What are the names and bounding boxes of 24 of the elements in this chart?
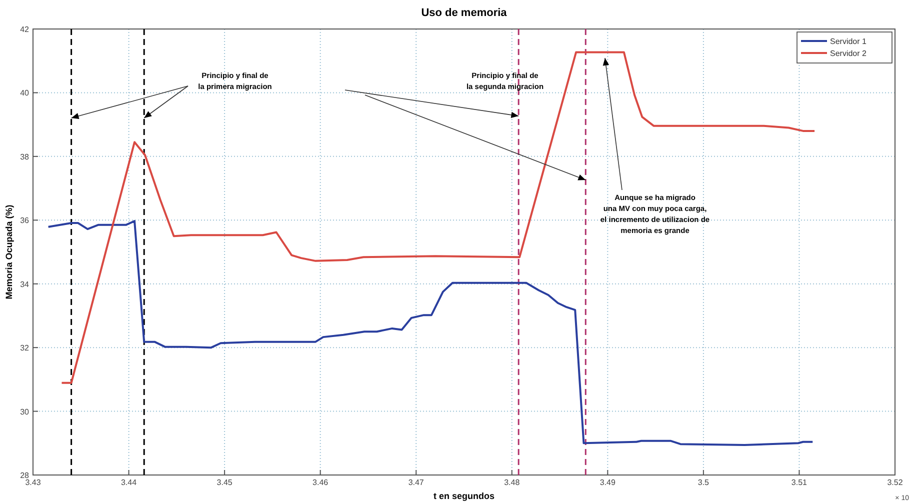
x-tick-label: 3.5 [698,478,710,487]
y-tick-label: 32 [20,344,30,353]
y-tick-label: 34 [20,280,30,289]
y-tick-label: 28 [20,471,30,480]
legend-label: Servidor 1 [830,37,868,46]
x-tick-label: 3.47 [408,478,424,487]
chart-title: Uso de memoria [421,7,508,19]
x-tick-label: 3.51 [791,478,808,487]
x-axis-title: t en segundos [433,491,495,501]
y-tick-label: 38 [20,152,30,162]
line-series [60,51,816,384]
x-tick-label: 3.44 [120,478,138,487]
x-tick-label: 3.45 [216,478,233,487]
x-tick-label: 3.43 [25,478,42,487]
legend-label: Servidor 2 [830,49,868,58]
y-axis-title: Memoria Ocupada (%) [4,204,14,300]
x-tick-label: 3.48 [504,478,520,487]
y-tick-label: 40 [20,88,30,98]
y-tick-label: 30 [20,407,30,416]
y-tick-label: 42 [20,25,30,34]
x-tick-label: 3.49 [600,478,616,487]
y-tick-label: 36 [20,216,30,226]
x-tick-label: 3.52 [887,478,904,487]
x-tick-label: 3.46 [312,478,329,487]
